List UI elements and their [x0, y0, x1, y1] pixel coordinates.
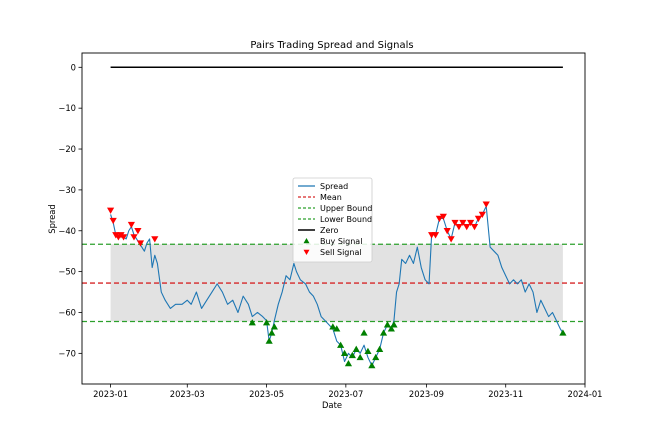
sell-signal-marker — [127, 221, 135, 229]
x-tick-label: 2023-09 — [409, 389, 444, 399]
sell-signal-marker — [431, 232, 440, 239]
legend-swatch — [303, 238, 310, 244]
y-tick-label: −30 — [58, 185, 76, 195]
axes-frame — [81, 52, 586, 385]
sell-signal-marker — [463, 223, 471, 231]
sell-signal-marker — [467, 219, 475, 227]
sell-signal-marker — [439, 213, 447, 221]
legend-label: Upper Bound — [320, 204, 372, 213]
y-axis-label: Spread — [47, 204, 57, 234]
sell-signal-marker — [130, 234, 138, 241]
sell-signal-marker — [106, 207, 115, 214]
buy-signal-marker — [376, 345, 384, 352]
y-tick-label: −60 — [58, 307, 76, 317]
x-tick-label: 2023-01 — [93, 389, 128, 399]
buy-signal-marker — [262, 319, 271, 326]
sell-signal-marker — [435, 215, 444, 223]
legend-label: Spread — [320, 182, 348, 191]
buy-signal-marker — [364, 347, 372, 355]
y-tick-label: 0 — [71, 62, 76, 72]
buy-signal-marker — [352, 345, 360, 352]
buy-signal-marker — [340, 349, 349, 357]
sell-signal-marker — [109, 217, 117, 225]
sell-signal-marker — [459, 219, 467, 227]
x-axis-label: Date — [322, 400, 342, 410]
buy-signal-marker — [383, 321, 392, 328]
legend-box — [292, 177, 373, 263]
buy-signal-marker — [559, 329, 567, 336]
sell-signal-marker — [451, 219, 459, 227]
x-tick-label: 2023-11 — [488, 389, 523, 399]
sell-signal-marker — [455, 223, 463, 231]
buy-signal-marker — [360, 329, 368, 336]
y-tick-label: −10 — [58, 103, 76, 113]
buy-signal-marker — [348, 351, 356, 359]
sell-signal-marker — [119, 234, 128, 241]
x-tick-label: 2024-01 — [568, 389, 603, 399]
spread-series-line — [110, 205, 564, 367]
buy-signal-marker — [270, 323, 278, 330]
sell-signal-marker — [134, 228, 142, 235]
buy-signal-marker — [379, 329, 388, 336]
legend-label: Buy Signal — [320, 237, 362, 246]
buy-signal-marker — [390, 321, 398, 328]
legend: Spread Mean Upper Bound Lower Bound Zero Buy … — [292, 177, 373, 263]
x-tick-label: 2023-03 — [170, 389, 205, 399]
x-tick-label: 2023-05 — [249, 389, 284, 399]
legend-swatch — [303, 249, 310, 255]
buy-signal-marker — [337, 341, 345, 348]
buy-signal-marker — [248, 319, 256, 326]
y-tick-label: −20 — [58, 144, 76, 154]
legend-label: Sell Signal — [320, 248, 362, 257]
y-tick-label: −50 — [58, 267, 76, 277]
sell-signal-marker — [470, 223, 479, 231]
buy-signal-marker — [356, 353, 364, 361]
buy-signal-marker — [372, 353, 380, 361]
legend-label: Mean — [320, 193, 342, 202]
sell-signal-marker — [474, 215, 483, 223]
x-tick-label: 2023-07 — [328, 389, 363, 399]
sell-signal-marker — [136, 240, 145, 247]
buy-signal-marker — [344, 359, 353, 367]
buy-signal-marker — [368, 362, 376, 369]
buy-signal-marker — [268, 329, 276, 336]
legend-label: Lower Bound — [320, 215, 372, 224]
sell-signal-marker — [443, 228, 451, 235]
buy-signal-marker — [265, 337, 273, 344]
sell-signal-marker — [151, 236, 159, 243]
chart-title: Pairs Trading Spread and Signals — [250, 40, 413, 51]
buy-signal-marker — [387, 325, 395, 332]
sell-signal-marker — [482, 201, 490, 208]
buy-signal-marker — [333, 325, 341, 332]
y-tick-label: −70 — [58, 348, 76, 358]
buy-signal-marker — [329, 323, 337, 330]
sell-signal-marker — [478, 211, 486, 219]
sell-signal-marker — [447, 236, 455, 243]
legend-label: Zero — [320, 226, 339, 235]
y-tick-label: −40 — [58, 226, 76, 236]
